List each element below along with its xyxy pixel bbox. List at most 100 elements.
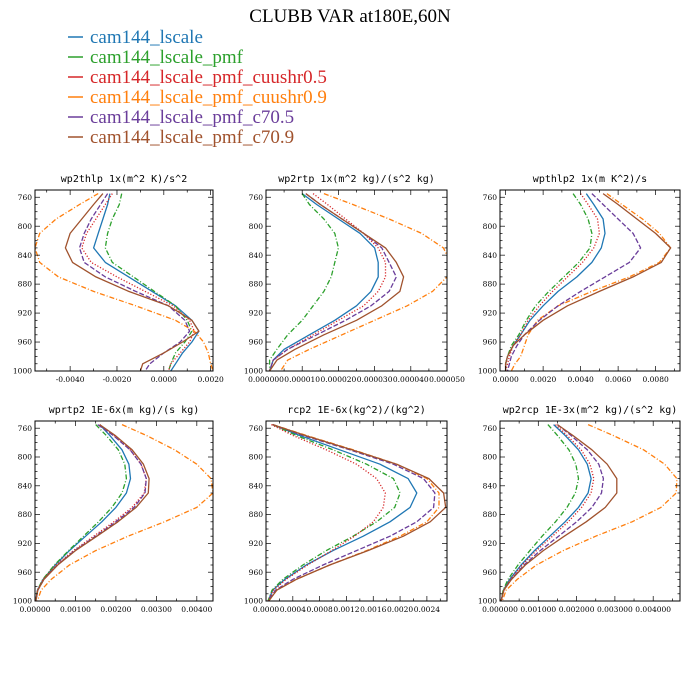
legend-entry: cam144_lscale_pmf_c70.5 (68, 107, 294, 128)
y-tick-label: 1000 (478, 367, 497, 376)
panels: wp2thlp 1x(m^2 K)/s^2 760 800 840 880 920 960 1… (13, 174, 681, 614)
y-tick-label: 1000 (244, 367, 263, 376)
legend-entry: cam144_lscale_pmf_cuushr0.9 (68, 87, 327, 108)
y-tick-label: 840 (483, 251, 498, 260)
x-tick-label: 0.0016 (360, 605, 386, 614)
x-tick-label: 0.0004 (280, 605, 306, 614)
series-line-cam144_lscale (268, 193, 379, 371)
series-group (504, 193, 672, 371)
series-line-cam144_lscale_pmf (35, 424, 128, 601)
series-line-cam144_lscale_pmf_c70.9 (269, 193, 405, 371)
x-tick-label: 0.000000 (248, 375, 284, 384)
x-tick-label: 0.004000 (635, 605, 671, 614)
panel-title: rcp2 1E-6x(kg^2)/(kg^2) (287, 405, 425, 416)
legend: cam144_lscale cam144_lscale_pmf cam144_l… (68, 27, 327, 148)
y-tick-label: 840 (483, 481, 498, 490)
series-line-cam144_lscale_pmf_cuushr0.5 (268, 193, 387, 371)
y-tick-label: 960 (18, 338, 33, 347)
series-group (267, 423, 447, 601)
y-tick-label: 880 (18, 510, 33, 519)
plot-frame (499, 420, 681, 602)
series-line-cam144_lscale_pmf (268, 193, 340, 371)
y-tick-label: 920 (483, 309, 498, 318)
legend-entry: cam144_lscale_pmf_c70.9 (68, 127, 294, 148)
x-tick-label: 0.000030 (357, 375, 393, 384)
y-tick-label: 760 (18, 424, 33, 433)
y-tick-label: 920 (483, 539, 498, 548)
y-tick-label: 840 (249, 251, 264, 260)
series-line-cam144_lscale_pmf_cuushr0.9 (501, 424, 678, 601)
panel-2: wp2rtp 1x(m^2 kg)/(s^2 kg) 760 800 840 880 92… (244, 174, 465, 384)
plot-frame (499, 189, 681, 372)
x-tick-label: 0.000050 (429, 375, 465, 384)
x-tick-label: 0.000040 (393, 375, 429, 384)
series-line-cam144_lscale (35, 424, 132, 601)
series-line-cam144_lscale (500, 424, 592, 601)
y-tick-label: 880 (249, 280, 264, 289)
panel-4: wprtp2 1E-6x(m kg)/(s kg) 760 800 840 880 920… (13, 405, 214, 614)
y-tick-label: 800 (249, 222, 264, 231)
series-group (35, 424, 213, 601)
x-tick-label: 0.0000 (151, 375, 177, 384)
x-tick-label: 0.001000 (520, 605, 556, 614)
series-line-cam144_lscale_pmf_c70.9 (64, 193, 200, 371)
y-tick-label: 800 (483, 222, 498, 231)
y-tick-label: 760 (483, 424, 498, 433)
plot-frame (34, 420, 214, 602)
series-line-cam144_lscale (267, 423, 418, 601)
x-tick-label: 0.0020 (387, 605, 413, 614)
series-line-cam144_lscale_pmf_cuushr0.5 (267, 424, 386, 601)
y-tick-label: 880 (249, 510, 264, 519)
x-tick-label: 0.0012 (333, 605, 359, 614)
series-group (268, 192, 447, 371)
x-tick-label: -0.0040 (56, 375, 85, 384)
legend-entry: cam144_lscale_pmf_cuushr0.5 (68, 67, 327, 88)
y-tick-label: 840 (18, 481, 33, 490)
panel-title: wpthlp2 1x(m K^2)/s (533, 174, 647, 185)
y-tick-label: 920 (18, 539, 33, 548)
x-tick-label: 0.0000 (493, 375, 519, 384)
y-tick-label: 1000 (244, 597, 263, 606)
x-tick-label: 0.002000 (559, 605, 595, 614)
x-tick-label: 0.000000 (482, 605, 518, 614)
x-tick-label: 0.00000 (19, 605, 50, 614)
series-group (35, 193, 213, 371)
plot-frame (34, 189, 214, 372)
legend-entry: cam144_lscale (68, 27, 203, 48)
y-tick-label: 800 (18, 453, 33, 462)
series-group (500, 424, 678, 601)
series-line-cam144_lscale_pmf_c70.5 (506, 193, 642, 371)
figure-title: CLUBB VAR at180E,60N (249, 6, 451, 27)
x-tick-label: 0.0060 (605, 375, 631, 384)
series-line-cam144_lscale_pmf_c70.5 (500, 424, 605, 601)
legend-label: cam144_lscale (90, 27, 203, 48)
panel-title: wp2rcp 1E-3x(m^2 kg)/(s^2 kg) (503, 405, 678, 416)
y-tick-label: 960 (483, 568, 498, 577)
legend-label: cam144_lscale_pmf_c70.5 (90, 107, 294, 128)
series-line-cam144_lscale (504, 193, 606, 371)
y-tick-label: 880 (483, 510, 498, 519)
y-tick-label: 920 (249, 309, 264, 318)
y-tick-label: 800 (249, 453, 264, 462)
series-line-cam144_lscale_pmf_cuushr0.9 (279, 192, 447, 371)
x-tick-label: 0.0080 (643, 375, 669, 384)
series-line-cam144_lscale_pmf_cuushr0.5 (500, 424, 595, 601)
y-tick-label: 880 (483, 280, 498, 289)
series-line-cam144_lscale_pmf_c70.9 (504, 193, 672, 371)
series-line-cam144_lscale_pmf_cuushr0.5 (81, 193, 195, 371)
series-line-cam144_lscale_pmf_c70.9 (268, 423, 447, 601)
y-tick-label: 760 (249, 193, 264, 202)
y-tick-label: 1000 (13, 597, 32, 606)
panel-title: wprtp2 1E-6x(m kg)/(s kg) (49, 405, 200, 416)
panel-title: wp2rtp 1x(m^2 kg)/(s^2 kg) (278, 174, 435, 185)
y-tick-label: 760 (18, 193, 33, 202)
panel-title: wp2thlp 1x(m^2 K)/s^2 (61, 174, 187, 185)
series-line-cam144_lscale (92, 193, 200, 371)
series-line-cam144_lscale_pmf (267, 424, 401, 601)
x-tick-label: 0.000010 (284, 375, 320, 384)
x-tick-label: 0.00400 (181, 605, 212, 614)
x-tick-label: 0.0020 (198, 375, 224, 384)
y-tick-label: 960 (483, 338, 498, 347)
legend-label: cam144_lscale_pmf_cuushr0.5 (90, 67, 327, 88)
